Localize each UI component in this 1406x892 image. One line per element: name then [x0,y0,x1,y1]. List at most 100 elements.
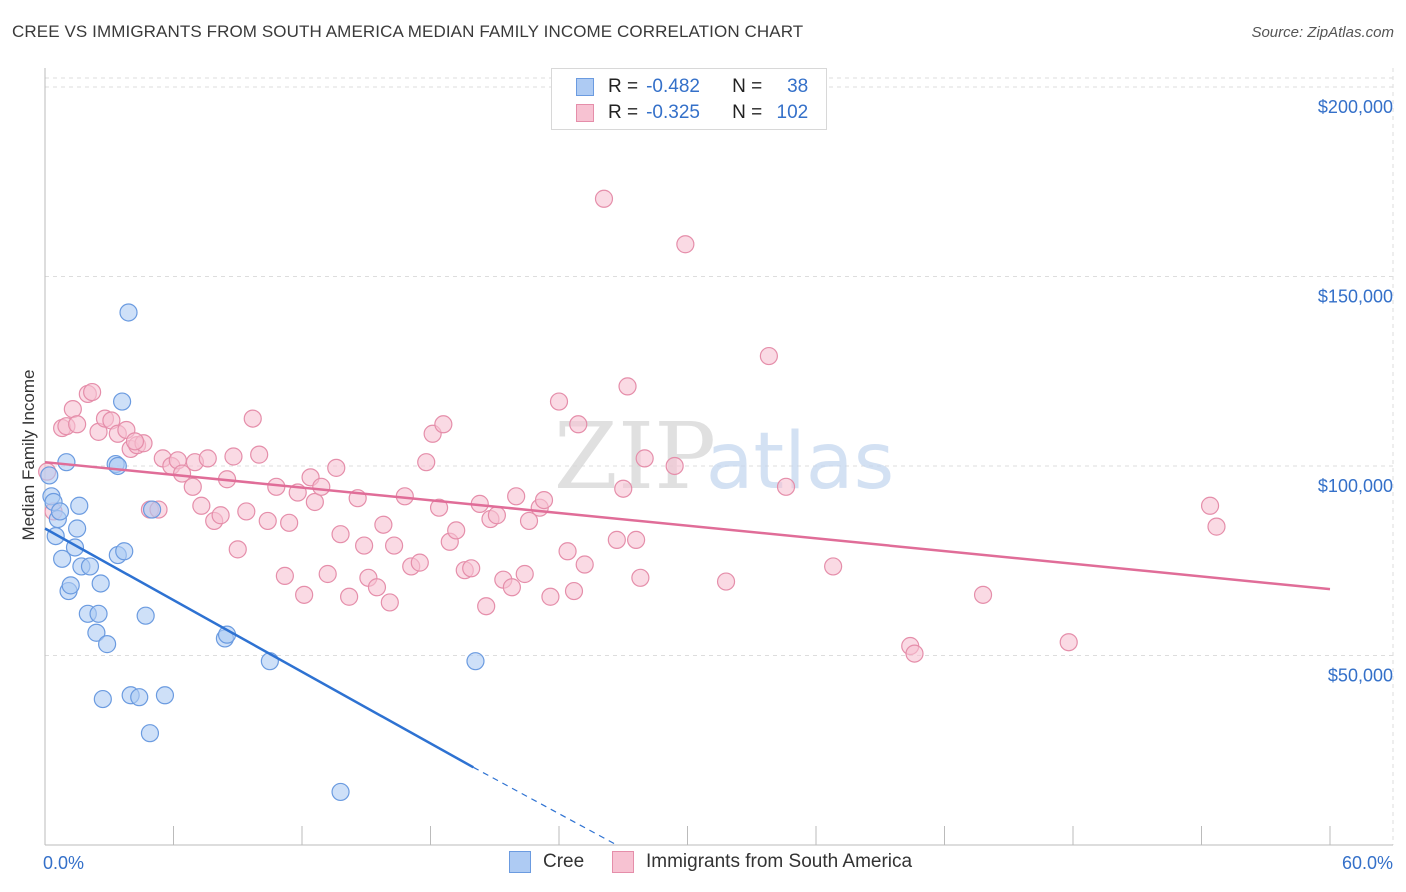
bottom-cree-swatch [509,851,531,873]
cree-swatch [576,78,594,96]
y-axis-label: Median Family Income [19,369,38,540]
y-tick-label: $200,000 [1318,97,1393,117]
bottom-immigrants-label: Immigrants from South America [646,851,913,872]
correlation-legend: R = -0.482 N = 38 R = -0.325 N = 102 [551,68,827,130]
immigrants-point [417,453,436,472]
immigrants-point [83,382,102,402]
chart-title: CREE VS IMMIGRANTS FROM SOUTH AMERICA ME… [12,22,804,41]
y-tick-label: $100,000 [1318,476,1393,496]
immigrants-point [564,581,584,601]
cree-point [119,303,138,322]
watermark-atlas: atlas [706,417,895,507]
cree-point [155,686,175,705]
immigrants-point [665,456,684,476]
immigrants-point [541,587,560,606]
immigrants-point [635,449,654,468]
bottom-immigrants-swatch [612,851,634,873]
immigrants-point [192,496,211,515]
immigrants-point [68,415,87,434]
immigrants-point [198,449,217,468]
immigrants-point [905,644,924,663]
immigrants-point [558,542,577,561]
immigrants-point [477,597,496,616]
immigrants-point [631,568,650,587]
immigrants-point [237,502,256,521]
immigrants-point [243,409,262,428]
cree-point [68,519,87,538]
immigrants-point [367,578,387,597]
immigrants-point [374,515,393,534]
immigrants-point [125,432,145,451]
cree-point [89,604,108,623]
immigrants-point [355,536,374,555]
immigrants-point [973,585,993,604]
immigrants-points [38,189,1226,663]
immigrants-point [305,492,324,512]
immigrants-point [502,578,521,597]
immigrants-trendline [44,460,1331,591]
cree-point [140,724,160,743]
cree-trendline [44,527,474,769]
immigrants-point [250,445,269,464]
legend-row-immigrants: R = -0.325 N = 102 [576,100,808,126]
immigrants-point [1207,517,1226,536]
immigrants-point [172,464,192,483]
immigrants-point [618,377,637,396]
cree-trendline-extension [473,766,618,846]
immigrants-point [410,553,429,572]
cree-point [93,689,112,709]
source-label: Source: ZipAtlas.com [1251,24,1394,41]
cree-point [142,500,162,519]
immigrants-point [429,498,449,517]
immigrants-point [228,540,247,559]
cree-point [40,466,59,485]
immigrants-point [63,400,82,419]
immigrants-point [487,506,506,525]
cree-point [87,623,106,642]
immigrants-point [626,530,646,549]
immigrants-point [824,557,843,576]
immigrants-point [224,447,243,466]
cree-point [91,574,110,593]
immigrants-point [676,235,695,254]
immigrants-point [312,477,331,496]
immigrants-point [614,479,633,498]
immigrants-point [716,572,736,591]
cree-point [50,502,70,521]
cree-point [61,576,80,595]
legend-row-cree: R = -0.482 N = 38 [576,74,808,100]
cree-point [98,635,117,654]
y-tick-label: $50,000 [1328,665,1393,685]
immigrants-point [519,511,539,531]
cree-point [57,453,76,472]
x-tick-label-max: 60.0% [1342,853,1393,873]
cree-point [70,496,89,515]
immigrants-point [183,477,202,496]
immigrants-r-value: -0.325 [646,102,700,123]
immigrants-point [776,477,796,496]
immigrants-point [447,521,466,540]
immigrants-point [258,511,277,531]
trendlines [44,460,1331,846]
bottom-legend-immigrants: Immigrants from South America [612,851,912,873]
cree-n-value: 38 [787,76,809,97]
immigrants-point [549,392,569,411]
immigrants-point [340,587,359,606]
y-tick-label: $150,000 [1318,286,1393,306]
cree-point [80,557,100,576]
immigrants-point [275,566,294,585]
immigrants-point [759,346,778,366]
cree-r-value: -0.482 [646,76,700,97]
bottom-cree-label: Cree [543,851,585,872]
x-tick-label-min: 0.0% [43,853,84,873]
immigrants-point [515,564,534,584]
axes [44,68,1393,846]
immigrants-point [211,506,230,525]
cree-points [40,303,485,802]
immigrants-r-label: R = [608,102,639,123]
immigrants-point [318,564,337,584]
immigrants-point [331,525,350,544]
immigrants-point [1059,633,1078,652]
cree-r-label: R = [608,76,639,97]
